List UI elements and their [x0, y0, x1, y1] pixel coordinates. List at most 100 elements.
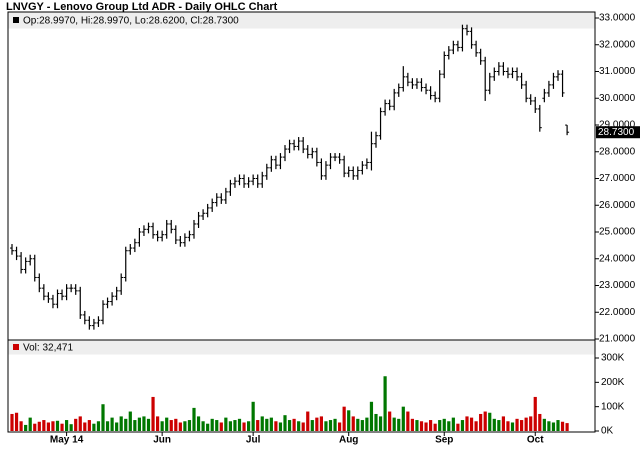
volume-bar — [383, 376, 387, 431]
volume-bar — [374, 413, 378, 431]
volume-bar — [292, 418, 296, 431]
volume-bar — [560, 421, 565, 431]
volume-bar — [192, 407, 196, 431]
volume-bar — [201, 421, 205, 431]
volume-bar — [165, 417, 169, 431]
volume-bar — [310, 420, 314, 431]
volume-bar — [520, 420, 524, 431]
volume-bar — [315, 417, 319, 431]
volume-bar — [156, 416, 160, 431]
volume-bar — [360, 420, 364, 431]
volume-bar — [297, 421, 301, 431]
volume-bar — [142, 416, 146, 431]
volume-bar — [442, 418, 446, 431]
x-tick-label: Jul — [246, 435, 261, 446]
x-tick-label: Oct — [527, 435, 544, 446]
volume-bar — [28, 417, 32, 431]
volume-bar — [237, 418, 242, 431]
volume-bar — [169, 420, 173, 431]
volume-bar — [328, 420, 333, 431]
frame — [7, 11, 596, 433]
volume-bar — [488, 412, 492, 431]
y2-tick-label: 200K — [601, 377, 625, 388]
x-tick-label: Aug — [339, 435, 358, 446]
volume-bar — [10, 413, 14, 431]
volume-bar — [501, 416, 505, 431]
volume-bar — [187, 420, 192, 431]
volume-bar — [160, 421, 164, 431]
volume-bar — [283, 415, 287, 431]
volume-bar — [110, 417, 114, 431]
volume-bar — [333, 418, 337, 431]
volume-bar — [128, 411, 132, 431]
volume-bar — [392, 417, 396, 431]
volume-bar — [133, 420, 137, 431]
volume-bar — [251, 401, 255, 431]
volume-bar — [83, 422, 87, 431]
volume-bar — [347, 410, 351, 431]
volume-bar — [429, 420, 433, 431]
volume-bar — [565, 423, 569, 431]
x-tick-label: Sep — [435, 435, 453, 446]
volume-bar — [115, 422, 119, 431]
legend-band — [8, 12, 595, 29]
volume-bar — [397, 418, 401, 431]
volume-bar — [206, 423, 210, 431]
volume-bar — [524, 417, 528, 431]
volume-bar — [301, 422, 305, 431]
volume-bar — [24, 424, 28, 431]
volume-bar — [433, 423, 437, 431]
y-tick-label: 23.0000 — [599, 280, 636, 291]
volume-bar — [338, 422, 342, 431]
volume-bar — [137, 417, 141, 431]
y-tick-label: 26.0000 — [599, 200, 636, 211]
volume-bar — [456, 423, 460, 431]
volume-bar — [406, 411, 410, 431]
volume-bar — [324, 421, 328, 431]
volume-bar — [497, 420, 501, 431]
y-tick-label: 25.0000 — [599, 227, 636, 238]
volume-bar — [542, 418, 546, 431]
y-tick-label: 28.0000 — [599, 146, 636, 157]
volume-bar — [124, 418, 128, 431]
volume-bar — [33, 423, 37, 431]
volume-bar — [215, 420, 219, 431]
volume-legend-band — [8, 340, 595, 355]
volume-bar — [19, 421, 23, 431]
volume-bar — [46, 422, 50, 431]
volume-bar — [287, 420, 292, 431]
volume-bar — [247, 421, 251, 431]
legend-swatch — [13, 17, 19, 23]
volume-bar — [60, 423, 64, 431]
volume-bar — [369, 401, 374, 431]
volume-legend-swatch — [13, 344, 19, 350]
y-tick-label: 21.0000 — [599, 334, 636, 345]
y-tick-label: 31.0000 — [599, 66, 636, 77]
volume-bar — [65, 420, 69, 431]
y2-tick-label: 0K — [601, 426, 614, 437]
volume-legend-text: Vol: 32,471 — [23, 343, 73, 354]
volume-bar — [424, 422, 428, 431]
volume-bar — [256, 420, 260, 431]
volume-bar — [274, 421, 278, 431]
volume-bar — [388, 411, 392, 431]
volume-bar — [224, 417, 228, 431]
volume-bar — [69, 424, 73, 431]
volume-bar — [306, 411, 310, 431]
volume-bar — [260, 416, 264, 431]
volume-bar — [178, 422, 182, 431]
y-tick-label: 32.0000 — [599, 39, 636, 50]
volume-bar — [233, 420, 237, 431]
volume-bar — [479, 413, 483, 431]
volume-bar — [474, 421, 478, 431]
x-tick-label: May 14 — [50, 435, 84, 446]
volume-bar — [401, 406, 405, 431]
volume-bar — [119, 416, 123, 431]
volume-bar — [438, 420, 442, 431]
volume-bar — [547, 421, 551, 431]
volume-bar — [42, 420, 46, 431]
y-tick-label: 24.0000 — [599, 253, 636, 264]
volume-bar — [410, 418, 414, 431]
last-price-label: 28.7300 — [598, 127, 635, 138]
